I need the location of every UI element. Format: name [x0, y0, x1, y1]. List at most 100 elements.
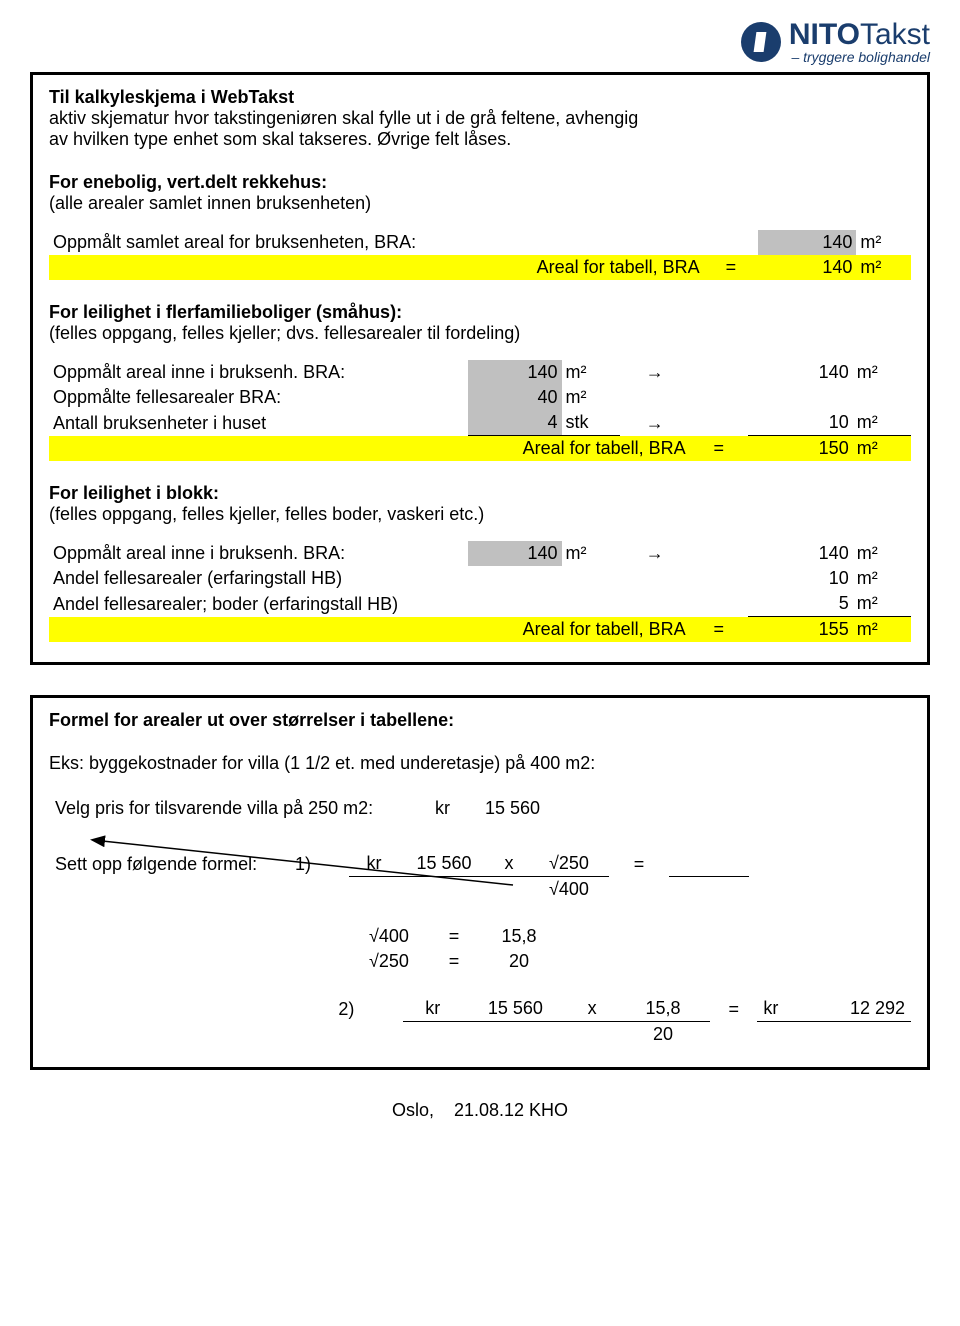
calc-intro2: av hvilken type enhet som skal takseres.…: [49, 129, 911, 150]
footer-date: 21.08.12 KHO: [454, 1100, 568, 1120]
footer: Oslo, 21.08.12 KHO: [30, 1100, 930, 1121]
enebolig-heading: For enebolig, vert.delt rekkehus:: [49, 172, 911, 193]
calc-val: 10: [748, 410, 853, 436]
unit: m²: [856, 230, 911, 255]
row-label: Andel fellesarealer (erfaringstall HB): [49, 566, 748, 591]
eq: =: [429, 949, 479, 974]
logo-brand: NITO: [789, 18, 860, 51]
result-val: 140: [758, 255, 856, 280]
smahus-table: Oppmålt areal inne i bruksenh. BRA: 140 …: [49, 360, 911, 461]
arrow-icon: →: [620, 360, 690, 385]
sqrt-evals: √400 = 15,8 √250 = 20: [49, 924, 911, 974]
formula-2: 2) kr 15 560 x 15,8 = kr 12 292 20: [49, 996, 911, 1047]
kr-label: kr: [429, 796, 479, 821]
result-row: Areal for tabell, BRA = 140 m²: [49, 255, 911, 280]
x: x: [569, 996, 616, 1022]
logo-tagline: – tryggere bolighandel: [789, 50, 930, 64]
calc-intro1: aktiv skjematur hvor takstingeniøren ska…: [49, 108, 911, 129]
equals: =: [690, 436, 748, 462]
unit: m²: [562, 541, 620, 566]
smahus-sub: (felles oppgang, felles kjeller; dvs. fe…: [49, 323, 911, 344]
calc-val: 140: [748, 541, 853, 566]
enebolig-table: Oppmålt samlet areal for bruksenheten, B…: [49, 230, 911, 280]
formula-frame: Formel for arealer ut over størrelser i …: [30, 695, 930, 1070]
result-label: Areal for tabell, BRA: [518, 255, 703, 280]
arrow-icon: →: [620, 541, 690, 566]
unit: m²: [853, 360, 911, 385]
blokk-sub: (felles oppgang, felles kjeller, felles …: [49, 504, 911, 525]
logo-brand2: Takst: [860, 18, 930, 51]
sqrt: √250: [349, 949, 429, 974]
footer-place: Oslo,: [392, 1100, 434, 1120]
row-label: Antall bruksenheter i huset: [49, 410, 468, 436]
step-num: 1): [289, 851, 349, 877]
sqrt: √400: [529, 877, 609, 903]
row-label: Oppmålt areal inne i bruksenh. BRA:: [49, 360, 468, 385]
sqrt: √400: [349, 924, 429, 949]
input-cell[interactable]: 4: [468, 410, 561, 436]
kr-label: kr: [757, 996, 804, 1022]
table-row: Andel fellesarealer; boder (erfaringstal…: [49, 591, 911, 617]
val: 20: [479, 949, 559, 974]
x: x: [489, 851, 529, 877]
input-cell[interactable]: 40: [468, 385, 561, 410]
formula-1: Sett opp følgende formel: 1) kr 15 560 x…: [49, 851, 911, 902]
row-label: Oppmålt samlet areal for bruksenheten, B…: [49, 230, 518, 255]
logo: NITOTakst – tryggere bolighandel: [741, 20, 930, 64]
result-val: 12 292: [805, 996, 911, 1022]
table-row: Oppmålte fellesarealer BRA: 40 m²: [49, 385, 911, 410]
sett-label: Sett opp følgende formel:: [49, 851, 289, 877]
calc-val: 5: [748, 591, 853, 617]
result-val: 155: [748, 617, 853, 643]
velg-val: 15 560: [479, 796, 569, 821]
unit: m²: [853, 410, 911, 436]
input-cell[interactable]: 140: [468, 360, 561, 385]
table-row: Antall bruksenheter i huset 4 stk → 10 m…: [49, 410, 911, 436]
step-num: 2): [332, 996, 403, 1022]
val: 15 560: [399, 851, 489, 877]
velg-row: Velg pris for tilsvarende villa på 250 m…: [49, 796, 911, 821]
val: 15 560: [462, 996, 568, 1022]
kr-label: kr: [349, 851, 399, 877]
velg-label: Velg pris for tilsvarende villa på 250 m…: [49, 796, 429, 821]
val: 20: [616, 1022, 710, 1048]
blokk-heading: For leilighet i blokk:: [49, 483, 911, 504]
unit: m²: [853, 591, 911, 617]
eq: =: [710, 996, 757, 1022]
enebolig-sub: (alle arealer samlet innen bruksenheten): [49, 193, 911, 214]
blokk-table: Oppmålt areal inne i bruksenh. BRA: 140 …: [49, 541, 911, 642]
arrow-icon: →: [620, 410, 690, 436]
calc-title: Til kalkyleskjema i WebTakst: [49, 87, 911, 108]
input-cell[interactable]: 140: [758, 230, 856, 255]
calc-frame: Til kalkyleskjema i WebTakst aktiv skjem…: [30, 72, 930, 665]
unit: m²: [853, 617, 911, 643]
eq: =: [429, 924, 479, 949]
table-row: Oppmålt samlet areal for bruksenheten, B…: [49, 230, 911, 255]
result-val: 150: [748, 436, 853, 462]
row-label: Oppmålte fellesarealer BRA:: [49, 385, 468, 410]
unit: stk: [562, 410, 620, 436]
kr-label: kr: [403, 996, 462, 1022]
row-label: Oppmålt areal inne i bruksenh. BRA:: [49, 541, 468, 566]
calc-val: 140: [748, 360, 853, 385]
input-cell[interactable]: 140: [468, 541, 561, 566]
result-row: Areal for tabell, BRA = 155 m²: [49, 617, 911, 643]
equals: =: [704, 255, 759, 280]
unit: m²: [856, 255, 911, 280]
calc-val: 10: [748, 566, 853, 591]
logo-area: NITOTakst – tryggere bolighandel: [30, 20, 930, 64]
smahus-heading: For leilighet i flerfamilieboliger (småh…: [49, 302, 911, 323]
val: 15,8: [616, 996, 710, 1022]
logo-mark-icon: [741, 22, 781, 62]
unit: m²: [853, 541, 911, 566]
row-label: Andel fellesarealer; boder (erfaringstal…: [49, 591, 748, 617]
formula-eks: Eks: byggekostnader for villa (1 1/2 et.…: [49, 753, 911, 774]
unit: m²: [853, 436, 911, 462]
unit: m²: [562, 360, 620, 385]
unit: m²: [562, 385, 620, 410]
formula-title: Formel for arealer ut over størrelser i …: [49, 710, 911, 731]
equals: =: [690, 617, 748, 643]
result-row: Areal for tabell, BRA = 150 m²: [49, 436, 911, 462]
val: 15,8: [479, 924, 559, 949]
table-row: Andel fellesarealer (erfaringstall HB) 1…: [49, 566, 911, 591]
